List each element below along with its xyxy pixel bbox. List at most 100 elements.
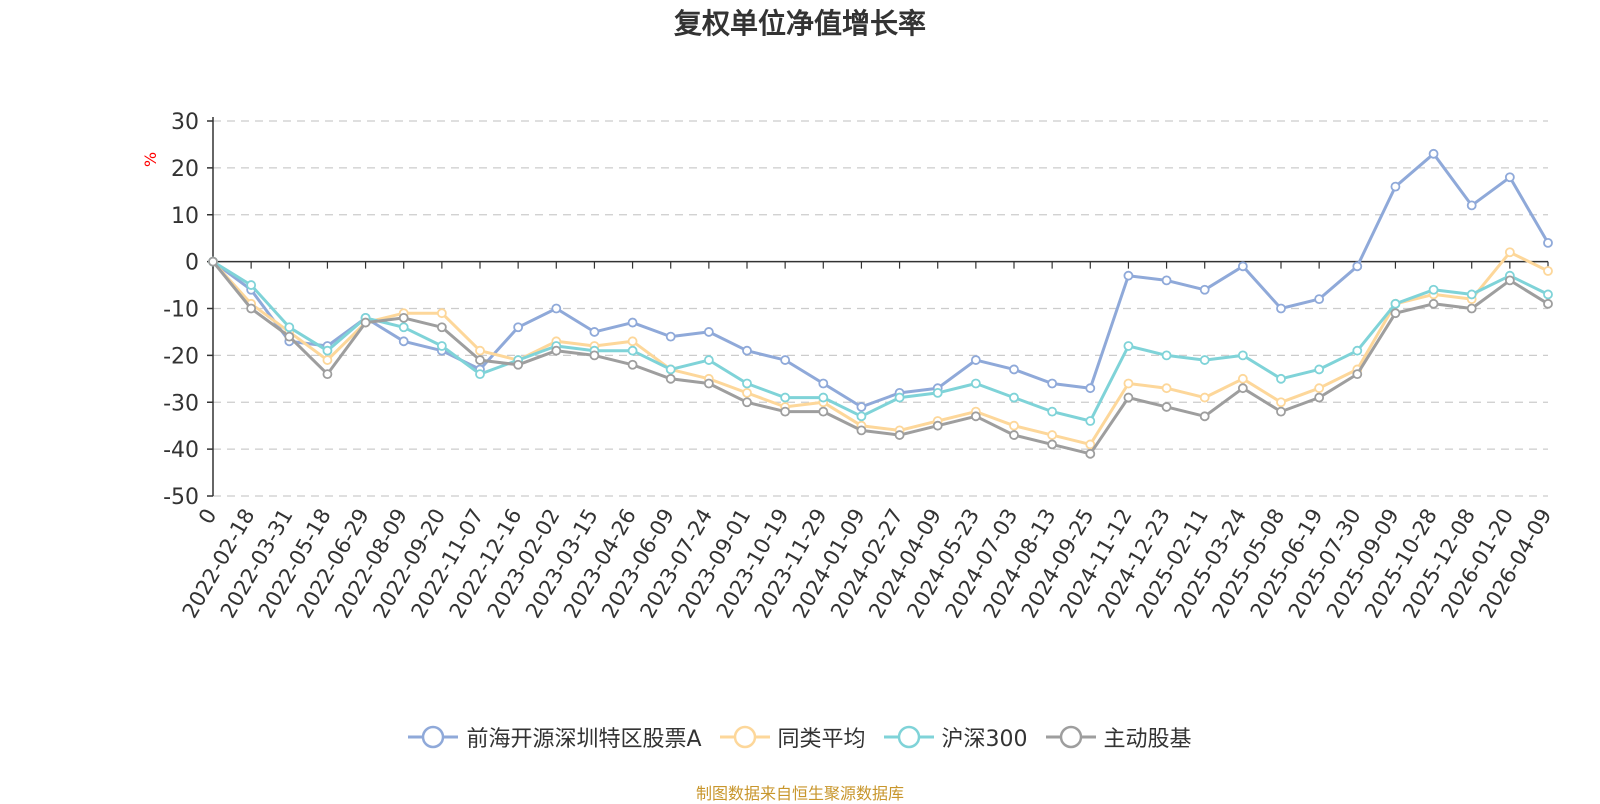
- data-point: [1352, 345, 1363, 356]
- data-point: [1047, 378, 1058, 389]
- data-point: [398, 312, 409, 323]
- data-point: [1276, 303, 1286, 314]
- legend-label: 同类平均: [777, 727, 866, 752]
- data-point: [780, 392, 791, 403]
- data-point: [1123, 270, 1134, 281]
- data-point: [1047, 439, 1058, 450]
- data-point: [398, 336, 409, 347]
- data-point: [551, 345, 562, 356]
- data-point: [1466, 303, 1477, 314]
- legend-item[interactable]: 主动股基: [1045, 721, 1192, 753]
- data-point: [1543, 298, 1553, 309]
- data-point: [627, 359, 638, 370]
- data-point: [322, 369, 333, 380]
- data-point: [475, 369, 485, 380]
- data-point: [589, 350, 600, 361]
- data-point: [1199, 392, 1210, 403]
- data-point: [513, 322, 524, 333]
- data-point: [1428, 284, 1439, 295]
- data-point: [208, 256, 218, 267]
- data-point: [894, 392, 905, 403]
- data-point: [1009, 420, 1019, 431]
- data-point: [1047, 430, 1058, 440]
- legend-item[interactable]: 前海开源深圳特区股票A: [408, 721, 702, 753]
- data-point: [322, 345, 333, 356]
- series-line-0: [212, 152, 1550, 409]
- data-point: [1199, 411, 1210, 422]
- data-point: [1161, 402, 1172, 412]
- data-point: [1161, 275, 1172, 286]
- data-point: [1009, 364, 1019, 375]
- data-point: [1390, 298, 1401, 309]
- data-point: [1466, 289, 1477, 300]
- data-point: [284, 331, 295, 342]
- source-note: 制图数据来自恒生聚源数据库: [695, 784, 904, 803]
- data-point: [1085, 383, 1096, 394]
- data-point: [818, 378, 829, 389]
- x-tick-label: 0: [194, 505, 221, 529]
- data-point: [1199, 355, 1210, 365]
- data-point: [1314, 383, 1325, 394]
- data-point: [818, 392, 829, 403]
- data-point: [1009, 430, 1019, 440]
- data-point: [360, 317, 371, 328]
- data-point: [932, 387, 943, 398]
- data-point: [1504, 172, 1515, 183]
- data-point: [1390, 308, 1401, 319]
- data-point: [475, 355, 485, 365]
- series-line-3: [211, 260, 1549, 456]
- data-point: [665, 364, 676, 375]
- data-point: [1314, 294, 1325, 305]
- data-point: [1237, 261, 1248, 272]
- data-point: [1161, 350, 1172, 361]
- y-tick-label: -10: [163, 298, 199, 323]
- data-point: [970, 378, 981, 389]
- data-point: [703, 355, 714, 365]
- y-tick-label: 30: [171, 110, 199, 135]
- data-point: [1161, 383, 1172, 394]
- data-point: [1352, 261, 1363, 272]
- y-tick-label: -40: [163, 438, 199, 463]
- data-point: [513, 359, 524, 370]
- data-point: [1276, 397, 1286, 408]
- chart-title: 复权单位净值增长率: [673, 7, 926, 40]
- data-point: [818, 406, 829, 417]
- data-point: [246, 280, 257, 290]
- data-point: [856, 411, 867, 422]
- data-point: [780, 355, 791, 365]
- data-point: [703, 327, 714, 337]
- y-tick-label: 10: [171, 204, 199, 229]
- data-point: [1085, 439, 1096, 450]
- data-point: [1085, 448, 1096, 459]
- data-point: [665, 373, 676, 384]
- data-point: [1276, 373, 1286, 384]
- data-point: [589, 327, 600, 337]
- y-tick-label: -20: [163, 344, 199, 369]
- data-point: [436, 308, 447, 319]
- data-point: [1352, 369, 1363, 380]
- data-point: [475, 345, 485, 356]
- data-point: [856, 425, 867, 436]
- data-point: [1543, 289, 1553, 300]
- data-point: [1123, 392, 1134, 403]
- legend-item[interactable]: 沪深300: [883, 721, 1028, 753]
- data-point: [1237, 383, 1248, 394]
- data-point: [1428, 298, 1439, 309]
- data-point: [856, 402, 867, 412]
- legend-label: 沪深300: [941, 727, 1028, 752]
- data-point: [1504, 275, 1515, 286]
- data-point: [1314, 392, 1325, 403]
- y-tick-label: -30: [163, 391, 199, 416]
- data-point: [436, 341, 447, 351]
- legend-marker-icon: [719, 725, 770, 749]
- data-point: [780, 406, 791, 417]
- data-point: [665, 331, 676, 342]
- legend-item[interactable]: 同类平均: [719, 721, 866, 753]
- data-point: [627, 336, 638, 347]
- data-point: [742, 397, 752, 408]
- y-tick-label: 0: [185, 251, 199, 276]
- legend: 前海开源深圳特区股票A 同类平均 沪深300 主动股基: [0, 722, 1600, 752]
- data-point: [1047, 406, 1058, 417]
- data-point: [1199, 284, 1210, 295]
- data-point: [284, 322, 295, 333]
